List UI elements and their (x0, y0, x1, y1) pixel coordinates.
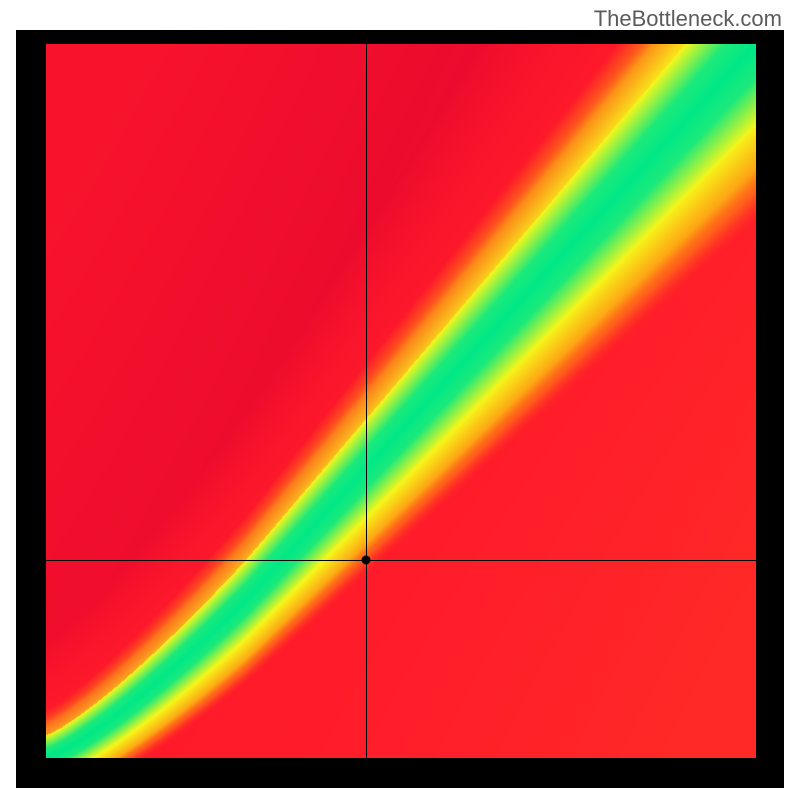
plot-area (46, 44, 756, 758)
crosshair-horizontal (46, 560, 756, 561)
watermark-text: TheBottleneck.com (594, 6, 782, 32)
chart-frame (16, 30, 784, 788)
root-container: TheBottleneck.com (0, 0, 800, 800)
crosshair-vertical (366, 44, 367, 758)
crosshair-marker (362, 556, 371, 565)
heatmap-canvas (46, 44, 756, 758)
